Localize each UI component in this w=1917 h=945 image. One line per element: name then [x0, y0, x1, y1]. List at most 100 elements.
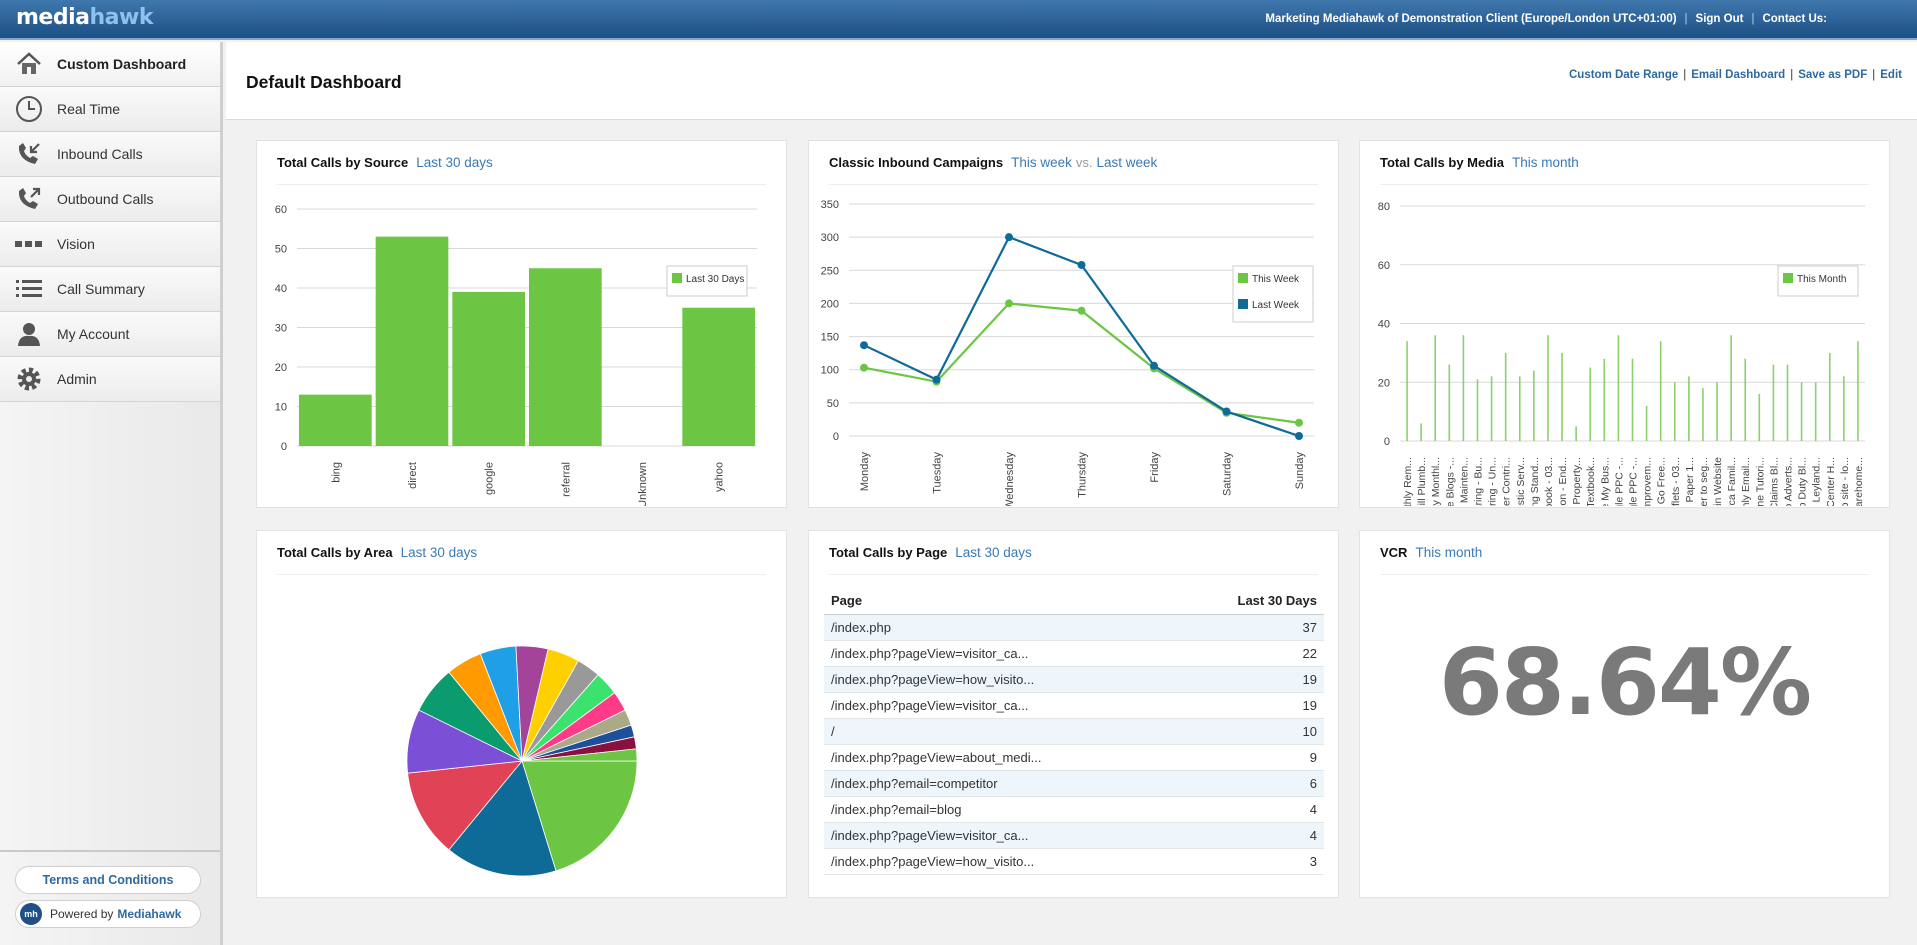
sidebar-item-label: Vision	[57, 236, 95, 252]
column-header-page: Page	[824, 587, 1177, 615]
x-tick-label: www.carehome...	[1853, 457, 1865, 506]
sidebar-item-label: My Account	[57, 326, 130, 342]
y-tick-label: 20	[1378, 377, 1390, 389]
bar	[1420, 423, 1422, 441]
bar	[1786, 364, 1789, 441]
panel-header: Total Calls by Source Last 30 days	[277, 155, 766, 185]
sidebar-item-real-time[interactable]: Real Time	[0, 87, 220, 132]
x-tick-label: Saturday	[1222, 452, 1234, 497]
x-tick-label: Sunday	[1294, 452, 1306, 490]
sidebar-item-my-account[interactable]: My Account	[0, 312, 220, 357]
panel-title: Classic Inbound Campaigns	[829, 155, 1004, 170]
x-tick-label: PPI Claims Bl...	[1768, 457, 1780, 506]
y-tick-label: 60	[1378, 260, 1390, 272]
sidebar-item-vision[interactable]: Vision	[0, 222, 220, 267]
bar	[1828, 352, 1831, 441]
table-header-row: Page Last 30 Days	[824, 587, 1324, 615]
x-tick-label: Child Mainten...	[1458, 457, 1470, 506]
x-tick-label: Clearing - Un...	[1487, 457, 1499, 506]
x-tick-label: Tuesday	[932, 452, 944, 494]
panel-title: Total Calls by Media	[1380, 155, 1505, 170]
sidebar-item-inbound-calls[interactable]: Inbound Calls	[0, 132, 220, 177]
panel-calls-by-area: Total Calls by Area Last 30 days	[256, 530, 787, 898]
powered-by-badge[interactable]: mh Powered by Mediahawk	[15, 900, 201, 928]
panel-period[interactable]: This month	[1512, 155, 1579, 170]
user-icon	[14, 319, 44, 349]
bar	[1490, 376, 1493, 441]
contact-us-link[interactable]: Contact Us:	[1762, 13, 1827, 25]
home-icon	[14, 49, 44, 79]
save-as-pdf-link[interactable]: Save as PDF	[1798, 69, 1868, 81]
y-tick-label: 40	[275, 283, 287, 295]
x-tick-label: Mailer to seg...	[1698, 457, 1710, 506]
sidebar-item-outbound-calls[interactable]: Outbound Calls	[0, 177, 220, 222]
email-dashboard-link[interactable]: Email Dashboard	[1691, 69, 1786, 81]
panel-title: Total Calls by Area	[277, 545, 393, 560]
page-cell: /index.php?pageView=visitor_ca...	[824, 640, 1177, 667]
panel-period[interactable]: This month	[1415, 545, 1483, 560]
calls-by-source-chart: 0 10 20 30 40 50 60 bing direct google referral Unk…	[275, 204, 757, 506]
sidebar-item-custom-dashboard[interactable]: Custom Dashboard	[0, 42, 220, 87]
terms-and-conditions-button[interactable]: Terms and Conditions	[15, 866, 201, 894]
legend-label: Last 30 Days	[686, 274, 744, 285]
sidebar: Custom Dashboard Real Time Inbound Calls…	[0, 42, 223, 945]
panel-period[interactable]: Last 30 days	[416, 155, 493, 170]
custom-date-range-link[interactable]: Custom Date Range	[1568, 69, 1679, 81]
bar	[1631, 358, 1634, 441]
panel-period[interactable]: Last 30 days	[400, 545, 478, 560]
x-tick-label: Domestic Serv...	[1515, 457, 1527, 506]
vision-icon	[14, 229, 44, 259]
legend-label: Last Week	[1252, 300, 1300, 311]
legend-swatch	[1238, 273, 1248, 283]
bar-referral	[529, 268, 602, 446]
bar-direct	[375, 236, 449, 446]
panel-period[interactable]: Last 30 days	[955, 545, 1032, 560]
y-tick-label: 350	[821, 199, 839, 211]
x-tick-label: Friday	[1149, 452, 1161, 483]
x-tick-label: Local Paper 1...	[1684, 457, 1696, 506]
table-row: /index.php?email=competitor 6	[824, 770, 1324, 797]
x-tick-label: Clearing - Bu...	[1473, 457, 1485, 506]
data-point	[1077, 260, 1086, 269]
sidebar-item-call-summary[interactable]: Call Summary	[0, 267, 220, 312]
page-cell: /	[824, 718, 1177, 745]
data-point	[1295, 432, 1303, 440]
mediahawk-logo[interactable]: mediahawk	[16, 5, 153, 30]
pie-slice	[521, 760, 638, 872]
sidebar-item-label: Custom Dashboard	[57, 56, 187, 72]
y-tick-label: 50	[827, 398, 839, 410]
table-row: /index.php?pageView=visitor_ca... 4	[824, 822, 1324, 849]
x-tick-label: Google PPC -...	[1613, 457, 1625, 506]
bar	[1462, 335, 1465, 441]
pie-slice	[448, 760, 557, 877]
top-bar: mediahawk Marketing Mediahawk of Demonst…	[0, 0, 1917, 40]
bar	[1434, 335, 1437, 441]
bar	[1645, 405, 1648, 441]
table-row: /index.php?pageView=how_visito... 19	[824, 666, 1324, 693]
sidebar-footer: Terms and Conditions mh Powered by Mediah…	[0, 850, 220, 945]
x-tick-label: bing	[330, 462, 342, 483]
data-point	[932, 375, 941, 384]
table-row: /index.php?pageView=visitor_ca... 22	[824, 640, 1324, 667]
powered-by-text: Powered by	[50, 907, 114, 921]
x-tick-label: google	[484, 462, 496, 495]
calls-by-media-chart: 0 20 40 60 80 6 Monthly Rem... B Bill Plumb...…	[1378, 201, 1865, 506]
bar	[1843, 376, 1845, 441]
bar	[1575, 426, 1577, 441]
y-tick-label: 250	[821, 265, 839, 277]
x-tick-label: Dealer Contri...	[1501, 457, 1513, 506]
sign-out-link[interactable]: Sign Out	[1695, 13, 1744, 25]
x-tick-label: Twin Center H...	[1825, 457, 1837, 506]
panel-period-b[interactable]: Last week	[1096, 155, 1158, 170]
edit-link[interactable]: Edit	[1880, 69, 1902, 81]
y-tick-label: 50	[275, 244, 287, 256]
data-point	[860, 363, 868, 372]
x-tick-label: Home Improvem...	[1642, 457, 1654, 506]
panel-period-a[interactable]: This week	[1011, 155, 1072, 170]
inbound-call-icon	[14, 139, 44, 169]
bar	[1814, 382, 1817, 441]
logo-text-hawk: hawk	[89, 5, 153, 30]
top-links: Marketing Mediahawk of Demonstration Cli…	[1265, 13, 1827, 25]
data-point	[1005, 233, 1013, 242]
sidebar-item-admin[interactable]: Admin	[0, 357, 220, 402]
